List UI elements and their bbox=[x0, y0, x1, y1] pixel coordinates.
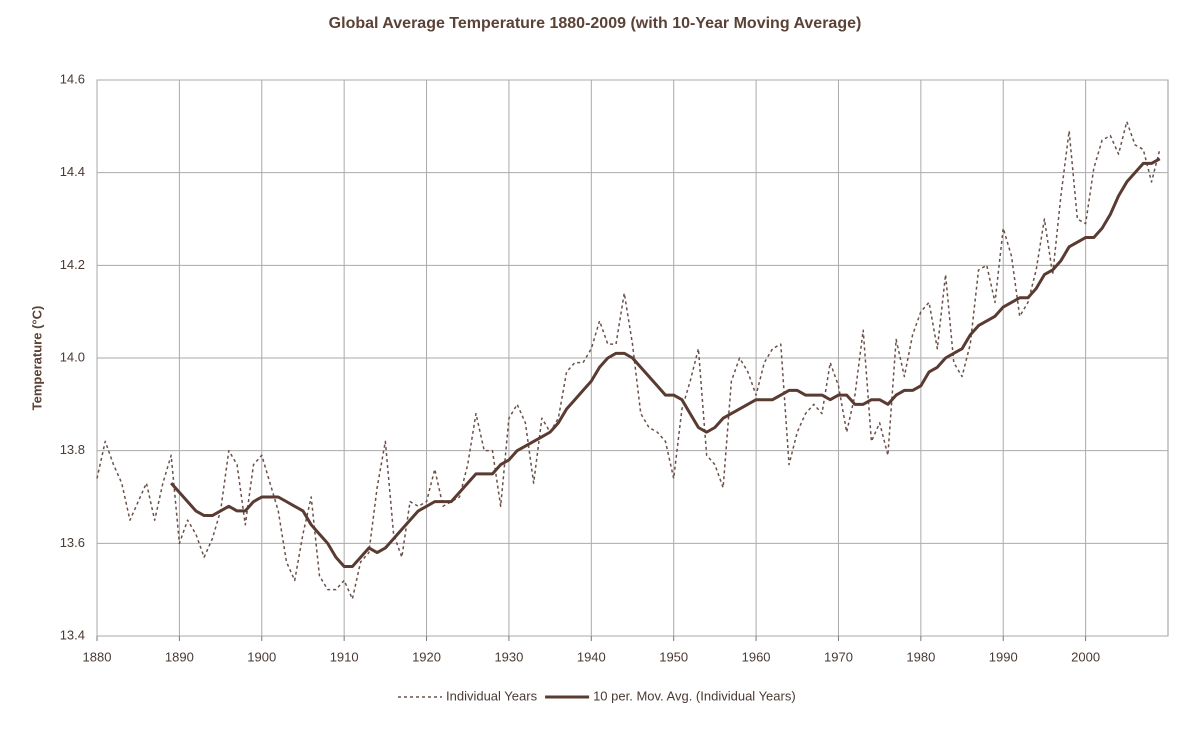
x-tick-label: 1930 bbox=[494, 649, 523, 664]
y-axis-title: Temperature (°C) bbox=[29, 306, 44, 411]
x-tick-label: 1890 bbox=[165, 649, 194, 664]
y-tick-label: 14.6 bbox=[60, 71, 85, 86]
y-tick-label: 13.4 bbox=[60, 627, 85, 642]
x-tick-label: 1880 bbox=[83, 649, 112, 664]
legend-label: Individual Years bbox=[446, 688, 538, 703]
x-tick-label: 1940 bbox=[577, 649, 606, 664]
x-tick-label: 1990 bbox=[989, 649, 1018, 664]
x-tick-label: 1900 bbox=[247, 649, 276, 664]
x-tick-label: 1980 bbox=[906, 649, 935, 664]
series-line bbox=[170, 157, 1161, 568]
y-tick-label: 14.4 bbox=[60, 164, 85, 179]
y-tick-label: 13.8 bbox=[60, 442, 85, 457]
y-tick-label: 14.2 bbox=[60, 257, 85, 272]
y-tick-label: 13.6 bbox=[60, 535, 85, 550]
legend-label: 10 per. Mov. Avg. (Individual Years) bbox=[593, 688, 796, 703]
x-tick-label: 1920 bbox=[412, 649, 441, 664]
x-tick-label: 2000 bbox=[1071, 649, 1100, 664]
x-tick-label: 1910 bbox=[330, 649, 359, 664]
x-tick-label: 1970 bbox=[824, 649, 853, 664]
y-tick-label: 14.0 bbox=[60, 349, 85, 364]
x-tick-label: 1960 bbox=[742, 649, 771, 664]
x-tick-label: 1950 bbox=[659, 649, 688, 664]
chart-title: Global Average Temperature 1880-2009 (wi… bbox=[329, 15, 862, 32]
series-line bbox=[96, 120, 1161, 600]
